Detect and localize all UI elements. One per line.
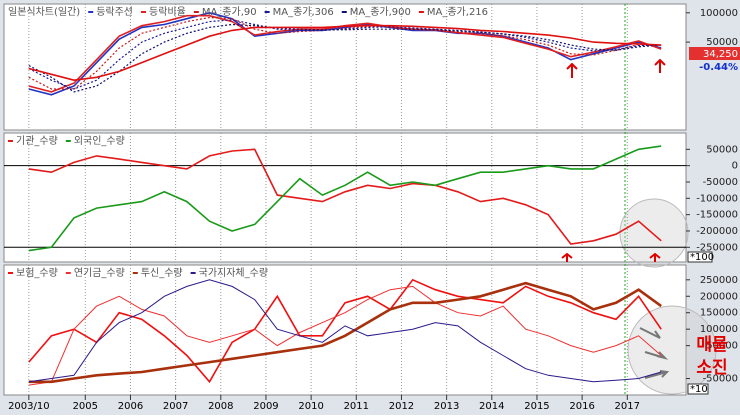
y-tick-label: 150000 <box>700 308 738 319</box>
legend-label: MA_종가,306 <box>273 6 334 18</box>
arrow <box>649 252 661 262</box>
y-tick-label: -250000 <box>696 242 738 253</box>
series-line <box>28 285 662 386</box>
x-tick-label: 2014 <box>479 401 504 412</box>
arrow <box>566 62 578 78</box>
legend-label: MA_종가,90 <box>202 6 257 18</box>
change-label: -0.44% <box>699 62 738 73</box>
series-line <box>28 23 662 93</box>
x-tick-label: 2012 <box>389 401 414 412</box>
series-line <box>28 281 662 384</box>
x-tick-label: 2009 <box>253 401 278 412</box>
x-tick-label: 2016 <box>569 401 594 412</box>
x-tick-label: 2008 <box>208 401 233 412</box>
panel-price <box>3 3 687 131</box>
series-line <box>28 279 662 383</box>
arrow <box>644 370 670 379</box>
legend-label: 투신_수량 <box>141 267 183 279</box>
arrow <box>654 58 666 73</box>
series-line <box>28 278 662 384</box>
x-tick-label: 2015 <box>524 401 549 412</box>
y-tick-label: 100000 <box>700 324 738 335</box>
legend-label: 등락비율 <box>149 6 186 18</box>
y-tick-label: 100000 <box>700 8 738 19</box>
annotation: 소진 <box>696 358 727 378</box>
gray-arrows <box>639 327 670 379</box>
series-line <box>28 148 662 245</box>
y-tick-label: 50000 <box>706 37 738 48</box>
x-tick-label: 2011 <box>344 401 369 412</box>
y-tick-label: -100000 <box>696 193 738 204</box>
x-tick-label: 2013 <box>434 401 459 412</box>
series-line <box>28 145 662 252</box>
legend-label: 국가지자체_수량 <box>199 267 268 279</box>
legend-label: MA_종가,900 <box>350 6 411 18</box>
x-tick-label: 2010 <box>298 401 323 412</box>
y-tick-label: -50000 <box>703 374 738 385</box>
y-tick-label: 50000 <box>706 144 738 155</box>
legend-label: 외국인_수량 <box>74 135 125 147</box>
scale-box <box>687 251 713 263</box>
panel-foreign-inst <box>3 132 687 263</box>
x-tick-label: 2005 <box>73 401 98 412</box>
y-tick-label: 250000 <box>700 275 738 286</box>
y-tick-label: 0 <box>732 161 738 172</box>
price-box <box>689 47 740 60</box>
y-tick-label: -150000 <box>696 210 738 221</box>
annotation: 매물 <box>696 335 728 355</box>
scale-label: *10 <box>690 384 708 395</box>
x-tick-label: 2006 <box>118 401 143 412</box>
highlight-circle <box>619 198 689 268</box>
y-tick-label: 50000 <box>706 341 738 352</box>
legend-label: 등락주선 <box>96 6 133 18</box>
legend-label: MA_종가,216 <box>427 6 488 18</box>
y-tick-label: -50000 <box>703 177 738 188</box>
series-line <box>28 24 662 82</box>
arrow <box>639 327 661 339</box>
price-label: 34,250 <box>703 49 738 60</box>
legend-label: 기관_수량 <box>16 135 58 147</box>
highlight-circle <box>627 305 717 395</box>
arrow <box>644 351 669 360</box>
y-tick-label: -200000 <box>696 226 738 237</box>
arrows <box>561 58 666 262</box>
arrow <box>561 252 573 262</box>
y-tick-label: 200000 <box>700 291 738 302</box>
legend-label: 연기금_수량 <box>74 267 125 279</box>
x-tick-label: 2017 <box>615 401 640 412</box>
scale-label: *100 <box>690 252 714 263</box>
x-tick-label: 2007 <box>163 401 188 412</box>
x-tick-label: 2003/10 <box>8 401 50 412</box>
legend-label: 보험_수량 <box>16 267 58 279</box>
scale-box <box>687 383 709 395</box>
chart-title: 일본식차트(일간) <box>8 6 80 18</box>
